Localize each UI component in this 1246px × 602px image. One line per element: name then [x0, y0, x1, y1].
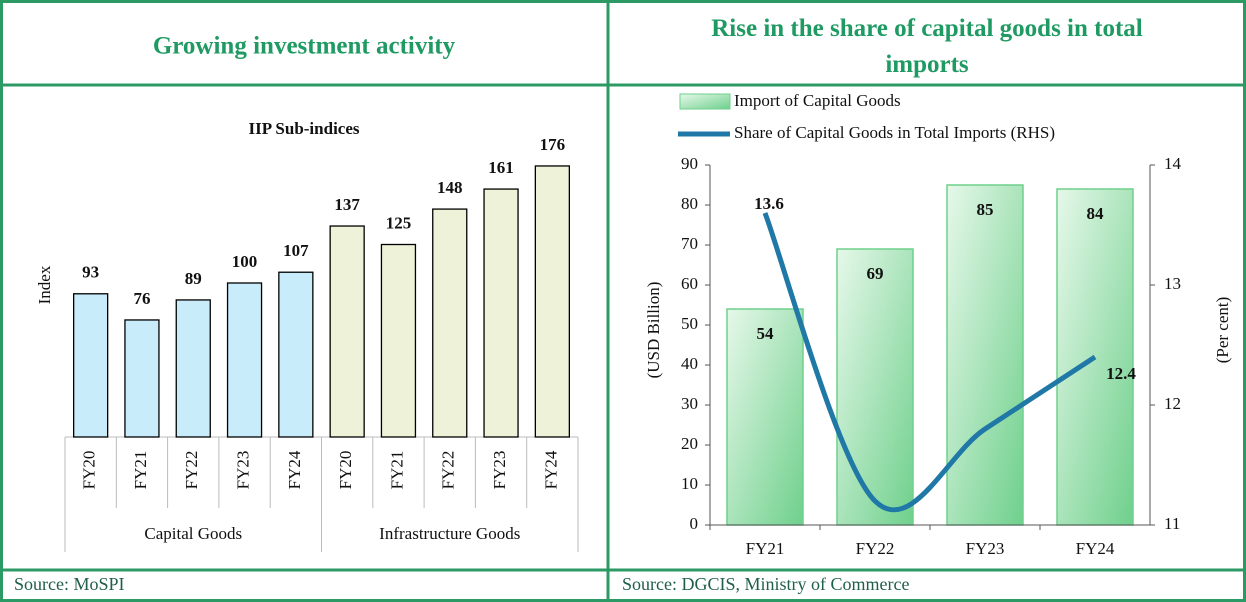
- bar: [483, 188, 519, 438]
- bar: [432, 208, 468, 438]
- data-label: 13.6: [754, 194, 784, 213]
- x-tick-label: FY24: [1076, 539, 1115, 558]
- y-tick-label: 40: [681, 354, 698, 373]
- chart-title: Rise in the share of capital goods in to…: [711, 15, 1143, 78]
- data-label: 176: [540, 135, 566, 154]
- bar: [226, 282, 263, 438]
- bar: [380, 243, 417, 438]
- data-label: 84: [1087, 204, 1105, 223]
- y-tick-label: 80: [681, 194, 698, 213]
- group-label: Capital Goods: [144, 524, 242, 543]
- title-line: imports: [885, 51, 969, 78]
- bar: [836, 248, 914, 526]
- legend-label: Share of Capital Goods in Total Imports …: [734, 123, 1055, 142]
- y-tick-label: 70: [681, 234, 698, 253]
- x-tick-label: FY20: [80, 451, 99, 490]
- y-tick-label: 50: [681, 314, 698, 333]
- data-label: 125: [386, 213, 412, 232]
- x-tick-label: FY24: [285, 450, 304, 489]
- panel-title: Growing investment activity: [153, 33, 456, 60]
- data-label: 93: [82, 263, 99, 282]
- data-label: 69: [867, 264, 884, 283]
- x-tick-label: FY23: [966, 539, 1005, 558]
- data-label: 100: [232, 252, 258, 271]
- y2-tick-label: 14: [1164, 154, 1182, 173]
- data-label: 89: [185, 269, 202, 288]
- bar: [329, 225, 365, 438]
- x-tick-label: FY21: [746, 539, 785, 558]
- bar: [946, 184, 1024, 526]
- bar: [534, 165, 570, 438]
- source: Source: DGCIS, Ministry of Commerce: [622, 574, 909, 594]
- x-tick-label: FY24: [541, 450, 560, 489]
- y-tick-label: 30: [681, 394, 698, 413]
- bar: [175, 299, 211, 438]
- group-label: Infrastructure Goods: [379, 524, 520, 543]
- x-tick-label: FY22: [182, 451, 201, 490]
- bar: [278, 271, 314, 438]
- y2-tick-label: 12: [1164, 394, 1181, 413]
- line: [762, 212, 1097, 513]
- data-label: 161: [488, 158, 514, 177]
- x-tick-label: FY23: [233, 451, 252, 490]
- x-tick-label: FY23: [490, 451, 509, 490]
- bar: [73, 293, 109, 438]
- bar: [726, 308, 804, 526]
- y-tick-label: 90: [681, 154, 698, 173]
- y-tick-label: 10: [681, 474, 698, 493]
- chart-title: IIP Sub-indices: [248, 119, 359, 138]
- x-tick-label: FY21: [131, 451, 150, 490]
- title-line: Rise in the share of capital goods in to…: [711, 15, 1143, 42]
- x-tick-label: FY21: [387, 451, 406, 490]
- data-label: 148: [437, 178, 463, 197]
- data-label: 12.4: [1106, 364, 1136, 383]
- y2-tick-label: 13: [1164, 274, 1181, 293]
- data-label: 137: [334, 195, 360, 214]
- y-tick-label: 60: [681, 274, 698, 293]
- data-label: 85: [977, 200, 994, 219]
- y-axis-label: (USD Billion): [644, 282, 663, 379]
- legend-label: Import of Capital Goods: [734, 91, 901, 110]
- data-label: 54: [757, 324, 775, 343]
- y2-tick-label: 11: [1164, 514, 1180, 533]
- y-axis-label: Index: [35, 265, 54, 304]
- y-tick-label: 20: [681, 434, 698, 453]
- x-tick-label: FY22: [856, 539, 895, 558]
- legend-swatch: [679, 93, 731, 110]
- y-tick-label: 0: [690, 514, 699, 533]
- source: Source: MoSPI: [14, 574, 125, 594]
- y2-axis-label: (Per cent): [1213, 297, 1232, 364]
- x-tick-label: FY20: [336, 451, 355, 490]
- data-label: 76: [133, 289, 150, 308]
- bar: [124, 319, 160, 438]
- x-tick-label: FY22: [439, 451, 458, 490]
- data-label: 107: [283, 241, 309, 260]
